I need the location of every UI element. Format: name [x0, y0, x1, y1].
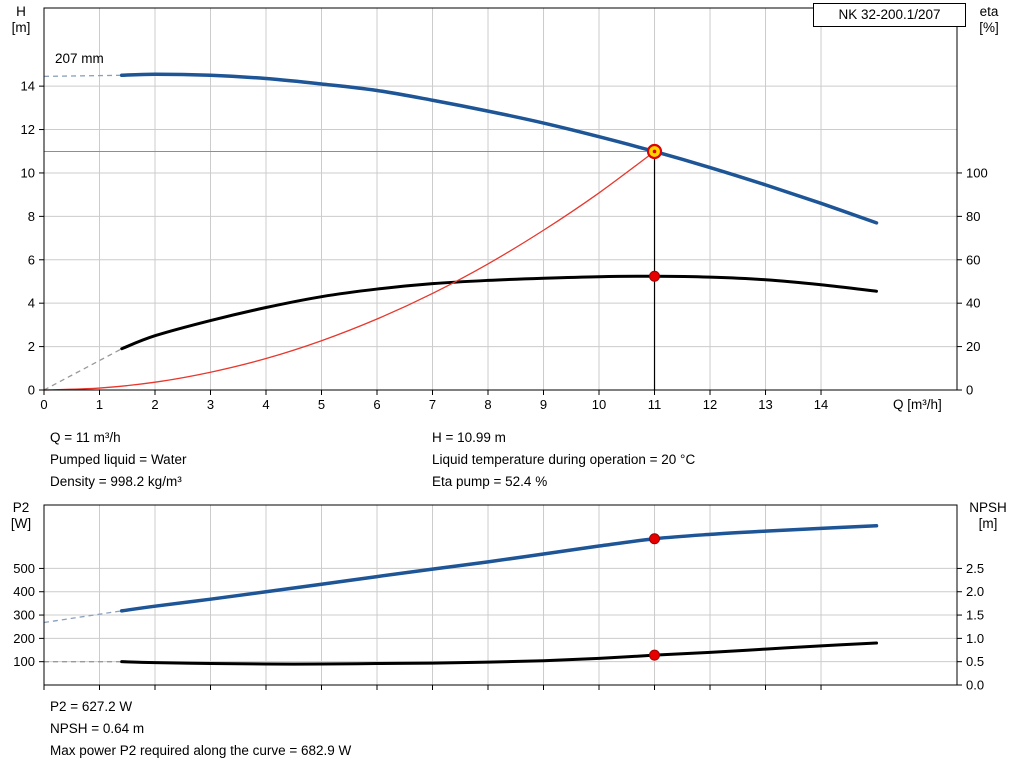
- x-axis-label: Q [m³/h]: [893, 397, 942, 412]
- svg-text:10: 10: [21, 165, 35, 180]
- h-axis-unit: [m]: [11, 20, 31, 35]
- npsh-point-marker: [649, 649, 661, 661]
- p2-axis-symbol: P2: [12, 500, 30, 515]
- info-pumped-liquid: Pumped liquid = Water: [50, 452, 187, 467]
- svg-text:40: 40: [966, 296, 980, 311]
- svg-text:0: 0: [966, 383, 973, 398]
- svg-text:0.5: 0.5: [966, 654, 984, 669]
- svg-text:5: 5: [318, 397, 325, 412]
- p2-point-marker: [649, 533, 661, 545]
- info-p2: P2 = 627.2 W: [50, 699, 133, 714]
- svg-text:8: 8: [28, 209, 35, 224]
- svg-text:7: 7: [429, 397, 436, 412]
- svg-text:3: 3: [207, 397, 214, 412]
- duty-point-marker-center: [652, 149, 657, 154]
- svg-text:1: 1: [96, 397, 103, 412]
- info-flow: Q = 11 m³/h: [50, 430, 121, 445]
- p2-axis-title: P2 [W]: [2, 500, 40, 532]
- npsh-axis-unit: [m]: [978, 516, 998, 531]
- svg-text:6: 6: [373, 397, 380, 412]
- svg-text:9: 9: [540, 397, 547, 412]
- p2-curve: [119, 524, 879, 613]
- svg-text:2: 2: [28, 339, 35, 354]
- svg-text:200: 200: [13, 631, 35, 646]
- svg-text:10: 10: [592, 397, 606, 412]
- p2-npsh-chart-frame: [43, 504, 958, 686]
- info-npsh: NPSH = 0.64 m: [50, 721, 145, 736]
- svg-text:100: 100: [13, 654, 35, 669]
- h-axis-title: H [m]: [2, 4, 40, 36]
- svg-text:2.5: 2.5: [966, 561, 984, 576]
- impeller-diameter-label: 207 mm: [55, 51, 104, 66]
- info-max-power: Max power P2 required along the curve = …: [50, 743, 352, 758]
- svg-text:0.0: 0.0: [966, 678, 984, 693]
- svg-text:8: 8: [484, 397, 491, 412]
- svg-text:300: 300: [13, 608, 35, 623]
- svg-text:2: 2: [151, 397, 158, 412]
- svg-text:80: 80: [966, 209, 980, 224]
- info-eta-pump: Eta pump = 52.4 %: [432, 474, 548, 489]
- svg-text:11: 11: [648, 397, 662, 412]
- power-info-block: P2 = 627.2 W NPSH = 0.64 m Max power P2 …: [50, 696, 351, 762]
- operating-info-column-2: H = 10.99 m Liquid temperature during op…: [432, 427, 695, 493]
- efficiency-curve-dashed: [43, 348, 123, 391]
- head-curve: [119, 72, 879, 225]
- svg-text:6: 6: [28, 252, 35, 267]
- pump-name-box: NK 32-200.1/207: [813, 3, 966, 27]
- info-liquid-temperature: Liquid temperature during operation = 20…: [432, 452, 696, 467]
- svg-text:2.0: 2.0: [966, 584, 984, 599]
- eta-axis-symbol: eta: [979, 4, 999, 19]
- svg-text:14: 14: [21, 79, 35, 94]
- eta-axis-title: eta [%]: [960, 4, 1018, 36]
- svg-text:12: 12: [703, 397, 717, 412]
- h-axis-symbol: H: [16, 4, 26, 19]
- info-density: Density = 998.2 kg/m³: [50, 474, 182, 489]
- npsh-axis-symbol: NPSH: [969, 500, 1007, 515]
- svg-text:60: 60: [966, 252, 980, 267]
- svg-text:14: 14: [814, 397, 828, 412]
- p2-npsh-chart: 100 200 300 400 500 0.0 0.5 1.0 1.5 2.0 2.5: [13, 504, 984, 693]
- hq-chart-frame: [43, 7, 958, 391]
- svg-text:4: 4: [28, 296, 35, 311]
- svg-text:0: 0: [28, 383, 35, 398]
- svg-text:100: 100: [966, 165, 988, 180]
- info-head: H = 10.99 m: [432, 430, 506, 445]
- head-curve-dashed: [43, 74, 122, 78]
- svg-text:20: 20: [966, 339, 980, 354]
- svg-text:1.5: 1.5: [966, 608, 984, 623]
- system-curve: [43, 150, 656, 391]
- svg-text:13: 13: [758, 397, 772, 412]
- svg-text:1.0: 1.0: [966, 631, 984, 646]
- p2-curve-dashed: [43, 610, 122, 624]
- npsh-axis-title: NPSH [m]: [956, 500, 1020, 532]
- svg-text:4: 4: [262, 397, 269, 412]
- svg-text:500: 500: [13, 561, 35, 576]
- efficiency-curve: [120, 274, 879, 351]
- npsh-curve: [120, 641, 879, 666]
- svg-text:12: 12: [21, 122, 35, 137]
- eta-point-marker: [649, 270, 661, 282]
- eta-axis-unit: [%]: [979, 20, 999, 35]
- operating-info-column-1: Q = 11 m³/h Pumped liquid = Water Densit…: [50, 427, 186, 493]
- svg-text:400: 400: [13, 584, 35, 599]
- svg-text:0: 0: [40, 397, 47, 412]
- p2-axis-unit: [W]: [10, 516, 32, 531]
